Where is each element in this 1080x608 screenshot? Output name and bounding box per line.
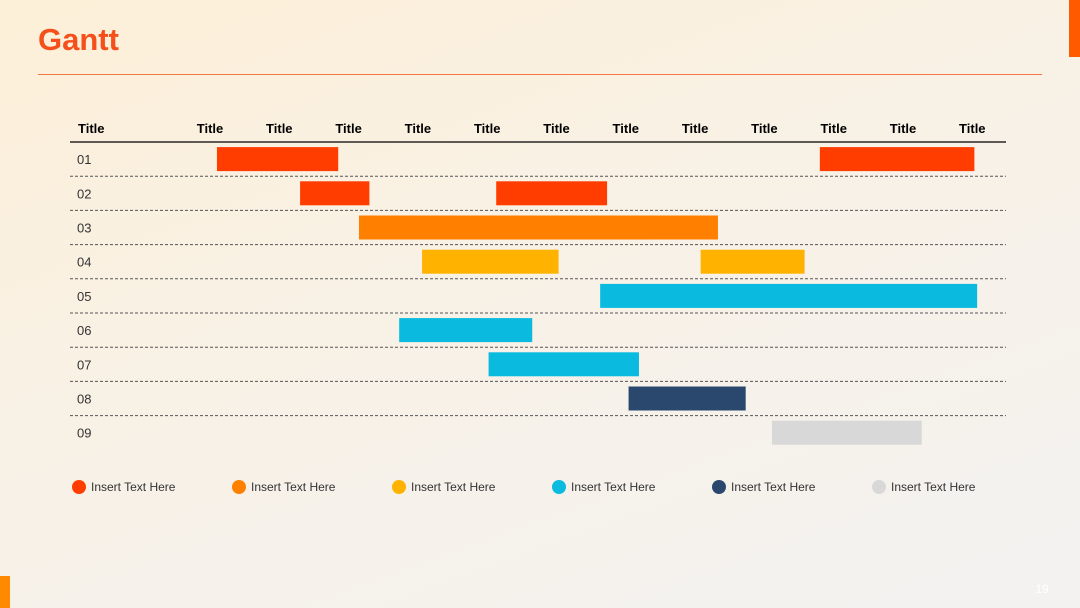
gantt-bar-row-04 [700,249,805,274]
row-label-09: 09 [77,426,91,441]
legend-item-6: Insert Text Here [872,478,975,496]
column-header-10: Title [820,121,847,136]
gantt-bar-row-09 [772,420,922,445]
gantt-bar-row-02 [300,181,370,206]
row-label-05: 05 [77,289,91,304]
column-header-12: Title [959,121,986,136]
column-header-11: Title [890,121,917,136]
title-divider [38,74,1042,75]
legend-label: Insert Text Here [411,480,496,494]
gantt-bar-row-03 [358,215,718,240]
column-header-6: Title [543,121,570,136]
row-label-01: 01 [77,152,91,167]
legend-item-3: Insert Text Here [392,478,495,496]
legend-label: Insert Text Here [891,480,976,494]
row-label-07: 07 [77,357,91,372]
gantt-bar-row-05 [600,283,978,308]
column-header-5: Title [474,121,501,136]
gantt-chart: Title Title Title Title Title Title Title Title… [70,121,1006,445]
chart-legend: Insert Text Here Insert Text Here Insert T… [72,478,1032,496]
legend-swatch-icon [872,480,886,494]
legend-label: Insert Text Here [251,480,336,494]
legend-item-2: Insert Text Here [232,478,335,496]
column-header-4: Title [405,121,432,136]
legend-label: Insert Text Here [571,480,656,494]
column-header-7: Title [613,121,640,136]
column-header-9: Title [751,121,778,136]
column-header-8: Title [682,121,709,136]
row-label-02: 02 [77,186,91,201]
legend-swatch-icon [232,480,246,494]
row-label-03: 03 [77,221,91,236]
column-header-3: Title [335,121,362,136]
row-label-04: 04 [77,255,91,270]
legend-item-5: Insert Text Here [712,478,815,496]
accent-bar-bottom-left [0,576,10,608]
row-label-06: 06 [77,323,91,338]
gantt-bar-row-06 [399,318,533,343]
gantt-bar-row-08 [628,386,746,411]
accent-bar-top-right [1069,0,1080,57]
legend-item-4: Insert Text Here [552,478,655,496]
legend-label: Insert Text Here [731,480,816,494]
column-header-1: Title [197,121,224,136]
legend-swatch-icon [712,480,726,494]
slide-title: Gantt [38,22,119,57]
gantt-bar-row-01 [819,147,975,172]
column-header-2: Title [266,121,293,136]
page-number: 19 [1035,582,1049,596]
gantt-bar-row-01 [216,147,339,172]
gantt-bar-row-04 [422,249,559,274]
legend-swatch-icon [392,480,406,494]
legend-label: Insert Text Here [91,480,176,494]
gantt-bar-row-02 [496,181,608,206]
legend-swatch-icon [552,480,566,494]
gantt-bar-row-07 [488,352,639,377]
row-header-label: Title [78,121,105,136]
legend-item-1: Insert Text Here [72,478,175,496]
row-label-08: 08 [77,392,91,407]
legend-swatch-icon [72,480,86,494]
